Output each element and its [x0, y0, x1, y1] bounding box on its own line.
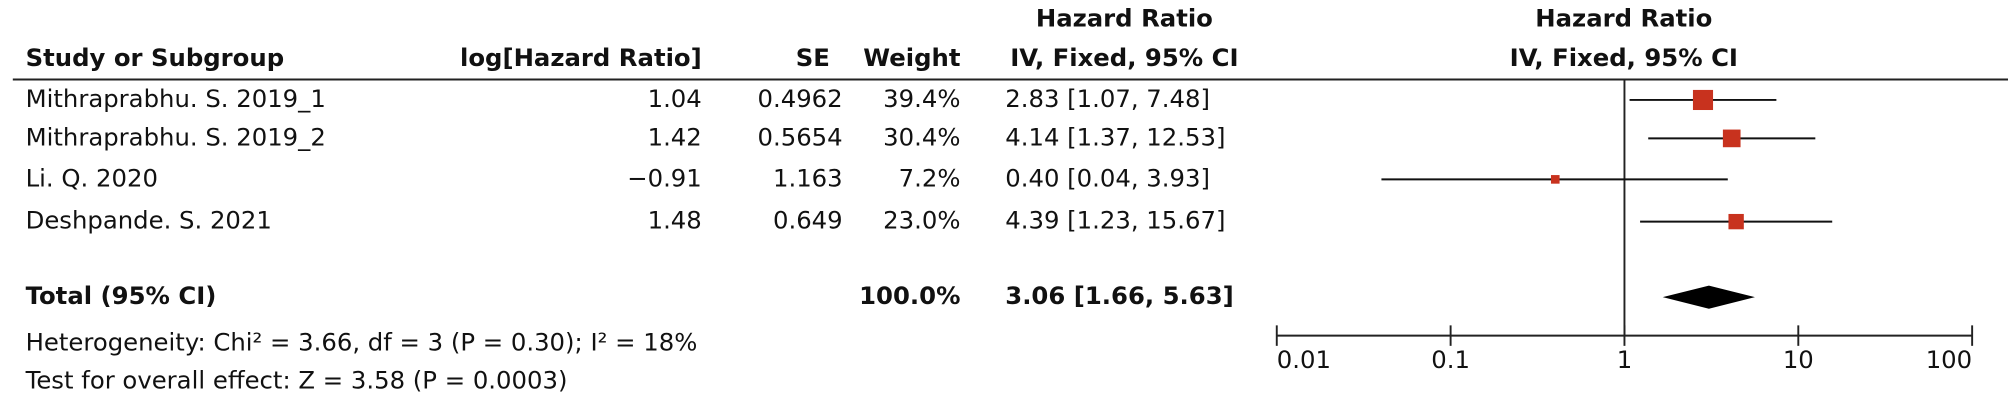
- ci-text: 0.40 [0.04, 3.93]: [1005, 163, 1210, 192]
- weight: 30.4%: [883, 122, 960, 151]
- weight: 23.0%: [883, 206, 960, 235]
- effect-square: [1722, 129, 1741, 148]
- x-tick-label: 0.1: [1431, 345, 1470, 374]
- header: log[Hazard Ratio]: [460, 43, 702, 72]
- log-hr: 1.42: [648, 122, 702, 151]
- header: SE: [796, 43, 830, 72]
- header: IV, Fixed, 95% CI: [1010, 43, 1238, 72]
- study-name: Deshpande. S. 2021: [26, 206, 272, 235]
- log-hr: 1.48: [648, 206, 702, 235]
- study-name: Mithraprabhu. S. 2019_2: [26, 122, 326, 151]
- se: 0.649: [773, 206, 843, 235]
- weight: 7.2%: [899, 163, 961, 192]
- effect-square: [1550, 175, 1560, 184]
- x-tick-label: 10: [1783, 345, 1814, 374]
- ci-text: 4.14 [1.37, 12.53]: [1005, 122, 1225, 151]
- se: 1.163: [773, 163, 843, 192]
- header: Hazard Ratio: [1036, 3, 1213, 32]
- x-tick-label: 1: [1617, 345, 1632, 374]
- log-hr: 1.04: [648, 84, 702, 113]
- se: 0.5654: [758, 122, 843, 151]
- header: Weight: [863, 43, 961, 72]
- overall-effect: Test for overall effect: Z = 3.58 (P = 0…: [25, 366, 568, 395]
- header: Study or Subgroup: [26, 43, 285, 72]
- ci-text: 4.39 [1.23, 15.67]: [1005, 206, 1225, 235]
- effect-square: [1728, 213, 1744, 230]
- total-ci: 3.06 [1.66, 5.63]: [1005, 281, 1233, 310]
- header: IV, Fixed, 95% CI: [1510, 43, 1738, 72]
- study-name: Li. Q. 2020: [26, 163, 158, 192]
- total-diamond: [1662, 285, 1755, 309]
- total-label: Total (95% CI): [26, 281, 217, 310]
- x-tick-label: 100: [1926, 345, 1972, 374]
- se: 0.4962: [758, 84, 843, 113]
- x-tick-label: 0.01: [1277, 345, 1331, 374]
- study-name: Mithraprabhu. S. 2019_1: [26, 84, 326, 113]
- log-hr: −0.91: [627, 163, 702, 192]
- weight: 39.4%: [883, 84, 960, 113]
- heterogeneity: Heterogeneity: Chi² = 3.66, df = 3 (P = …: [26, 327, 698, 356]
- total-weight: 100.0%: [859, 281, 960, 310]
- effect-square: [1692, 89, 1714, 111]
- ci-text: 2.83 [1.07, 7.48]: [1005, 84, 1210, 113]
- header: Hazard Ratio: [1535, 3, 1712, 32]
